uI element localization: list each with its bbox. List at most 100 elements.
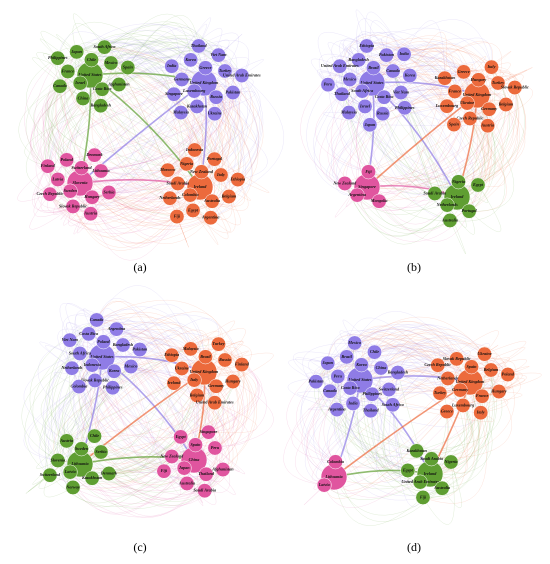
edge (409, 37, 493, 76)
node (437, 70, 453, 86)
edge (79, 463, 207, 518)
node (400, 463, 416, 478)
edge (339, 40, 405, 95)
node-label: Kazakhstan (186, 103, 208, 108)
edge (218, 343, 255, 470)
panel-label: (d) (407, 540, 421, 554)
node (52, 78, 68, 94)
edge (49, 194, 211, 244)
node-label: Russia (210, 94, 222, 99)
edge (218, 343, 258, 470)
edge (28, 386, 80, 461)
edge (186, 474, 217, 505)
node-label: Colombia (71, 384, 88, 389)
node (363, 403, 379, 419)
edge (63, 197, 93, 226)
node (169, 209, 185, 224)
edge (214, 158, 270, 193)
edge (36, 440, 82, 469)
node-label: Philippines (362, 391, 382, 396)
edge (23, 353, 80, 442)
node (111, 77, 127, 92)
node-label: Colombia (182, 192, 199, 197)
edge (49, 348, 191, 476)
edge (116, 303, 206, 357)
node-label: Italy (487, 64, 496, 69)
node-label: Malaysia (172, 110, 189, 115)
edge (130, 318, 220, 367)
node (385, 397, 401, 413)
network-panel: United States Indonesia Poland Korea South A… (21, 285, 274, 554)
node-label: United Arab Emirates (223, 72, 261, 77)
node-label: Bangladesh (347, 57, 369, 62)
edge (83, 364, 181, 438)
node (439, 98, 455, 114)
node (349, 187, 365, 203)
edge (334, 409, 417, 459)
node (185, 202, 201, 218)
node-label: Norway (65, 484, 80, 489)
node-label: Serbia (103, 189, 114, 194)
edge (458, 87, 518, 183)
edge (71, 326, 113, 388)
node (65, 479, 81, 495)
node-label: Philippines (103, 385, 123, 390)
node-label: Spain (449, 122, 460, 127)
node-label: Greece (441, 409, 453, 414)
node (373, 360, 389, 376)
node-label: Israel (359, 103, 371, 108)
node (60, 64, 76, 79)
node (81, 326, 97, 342)
edge (344, 183, 458, 237)
node (483, 362, 499, 378)
edge (76, 38, 175, 95)
node (105, 380, 121, 396)
node-label: Slovak Republic (501, 84, 529, 89)
edge (45, 79, 182, 167)
edge (127, 22, 191, 68)
edge (59, 85, 215, 160)
edge (469, 125, 515, 212)
edge (100, 451, 185, 484)
edge (79, 79, 182, 168)
edge (337, 376, 408, 471)
node-label: Ireland (423, 471, 438, 476)
node (376, 89, 392, 105)
node-label: Chile (370, 349, 379, 354)
node-label: Austria (83, 211, 97, 216)
node-label: Brazil (340, 354, 352, 359)
node (385, 63, 401, 79)
node-label: Slovenia (50, 457, 65, 462)
edge (103, 331, 175, 384)
node (93, 98, 109, 114)
node-label: Mexico (124, 363, 138, 368)
edge (437, 364, 495, 413)
node (170, 176, 186, 191)
edge (25, 89, 103, 195)
node (50, 50, 66, 66)
node (491, 384, 507, 399)
edge (203, 77, 254, 114)
node (439, 197, 455, 213)
node-label: Slovenia (73, 180, 88, 185)
edge (82, 98, 221, 176)
edge (36, 52, 84, 99)
node-label: Spain (123, 64, 134, 69)
node-label: Saudi Arabia (420, 456, 443, 461)
node-label: Latvia (64, 469, 76, 474)
node (156, 463, 172, 479)
edge (39, 38, 91, 76)
edge (196, 106, 268, 180)
node (84, 189, 100, 205)
edge (108, 469, 224, 500)
node-label: Morocco (159, 167, 175, 172)
edge (468, 184, 502, 233)
edge (139, 349, 191, 484)
edge (296, 356, 347, 463)
node (498, 97, 514, 112)
node-label: India (166, 63, 176, 68)
edge (69, 316, 234, 382)
node-label: Saudi Arabia (193, 488, 216, 493)
node-label: Argentina (327, 407, 345, 412)
edge (313, 93, 345, 184)
